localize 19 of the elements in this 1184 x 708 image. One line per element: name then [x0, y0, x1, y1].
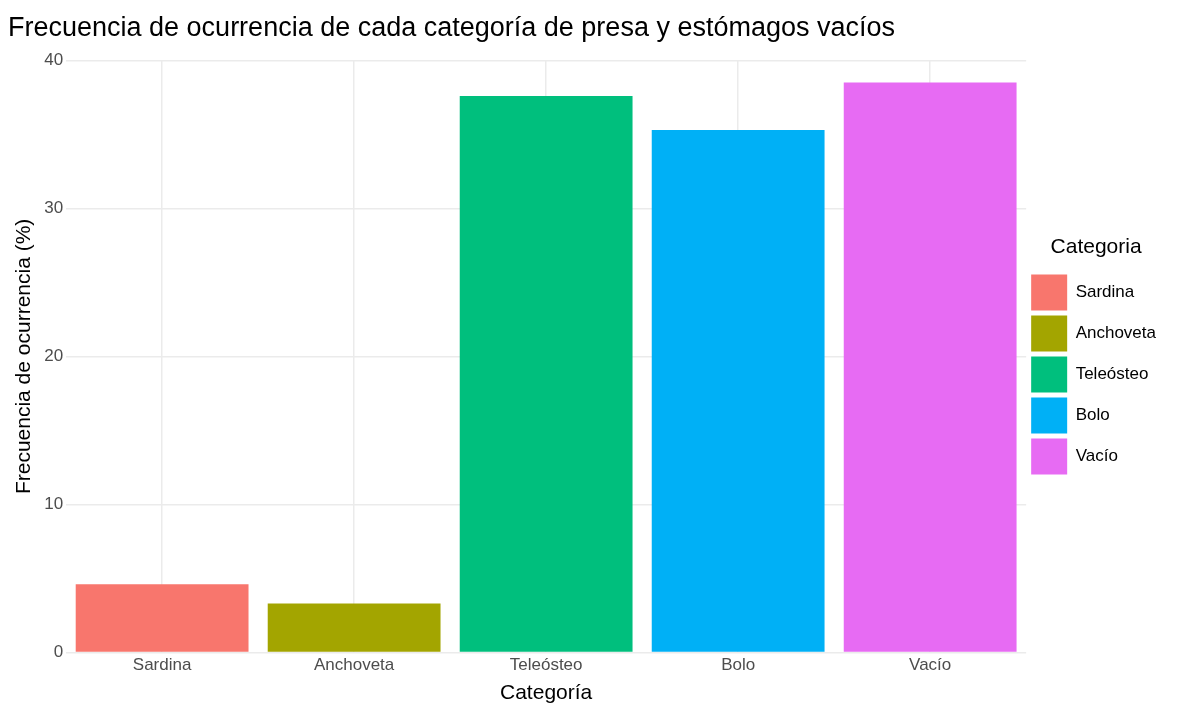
legend-title: Categoria [1050, 233, 1142, 257]
x-tick-label: Bolo [721, 655, 756, 675]
y-axis-title: Frecuencia de ocurrencia (%) [11, 218, 35, 495]
y-tick-label: 30 [44, 198, 64, 218]
y-tick-label: 10 [44, 494, 64, 514]
x-axis-title: Categoría [500, 680, 593, 704]
x-tick-label: Anchoveta [313, 655, 395, 675]
legend-label: Bolo [1075, 405, 1110, 425]
chart-title: Frecuencia de ocurrencia de cada categoría de presa y estómagos vacíos [8, 11, 896, 42]
legend-label: Teleósteo [1075, 364, 1149, 384]
y-tick-label: 0 [53, 642, 64, 662]
x-tick-label: Sardina [132, 655, 192, 675]
y-tick-label: 20 [44, 346, 64, 366]
legend-label: Sardina [1075, 282, 1135, 302]
x-tick-label: Vacío [909, 655, 952, 675]
legend-label: Anchoveta [1075, 323, 1157, 343]
legend-label: Vacío [1075, 446, 1118, 466]
y-tick-label: 40 [44, 50, 64, 70]
x-tick-label: Teleósteo [509, 655, 583, 675]
